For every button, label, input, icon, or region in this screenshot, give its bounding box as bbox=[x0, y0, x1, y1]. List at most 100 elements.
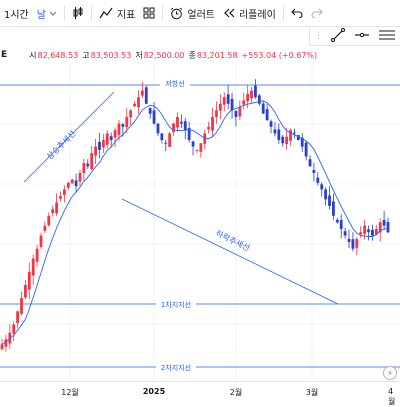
candle-body bbox=[59, 196, 62, 199]
candle-body bbox=[82, 163, 86, 173]
drag-handle-icon[interactable]: ⋮ bbox=[314, 31, 324, 41]
candle-body bbox=[47, 215, 51, 226]
separator bbox=[162, 5, 164, 21]
candle-body bbox=[261, 103, 265, 114]
candle-body bbox=[265, 109, 269, 121]
candle-body bbox=[125, 116, 129, 128]
candle-body bbox=[137, 97, 140, 108]
candle-body bbox=[242, 100, 246, 105]
candle-body bbox=[351, 239, 355, 249]
x-tick: 12월 bbox=[61, 388, 79, 397]
candle-body bbox=[332, 201, 335, 216]
candle-body bbox=[257, 95, 261, 104]
candle-body bbox=[183, 121, 187, 131]
layouts-button[interactable] bbox=[139, 0, 159, 26]
uptrend-line[interactable] bbox=[23, 91, 115, 183]
candle-body bbox=[238, 107, 242, 117]
candle-body bbox=[74, 180, 78, 187]
candle-body bbox=[254, 85, 257, 98]
candle-body bbox=[176, 116, 179, 128]
close-label: 종 bbox=[188, 50, 196, 60]
candle-body bbox=[211, 116, 214, 131]
close-value: 83,201.58 bbox=[196, 50, 238, 60]
separator bbox=[63, 5, 65, 21]
candles-icon bbox=[72, 6, 84, 20]
low-value: 82,500.00 bbox=[143, 50, 185, 60]
candle-body bbox=[117, 123, 121, 135]
candle-body bbox=[55, 202, 58, 214]
candle-body bbox=[66, 182, 70, 188]
separator bbox=[282, 5, 284, 21]
alarm-clock-icon bbox=[170, 7, 183, 20]
candle-body bbox=[35, 248, 39, 262]
candle-body bbox=[230, 98, 234, 111]
candle-body bbox=[164, 142, 168, 144]
indicators-button[interactable]: 지표 bbox=[95, 0, 139, 26]
candle-body bbox=[308, 159, 312, 167]
candle-body bbox=[31, 258, 35, 276]
candle-body bbox=[320, 184, 324, 190]
trend-line-icon[interactable] bbox=[331, 27, 346, 45]
candle-body bbox=[152, 110, 156, 124]
candle-body bbox=[109, 136, 113, 140]
candle-body bbox=[98, 141, 101, 150]
candle-body bbox=[289, 130, 292, 141]
candle-body bbox=[23, 284, 27, 298]
timeframe-label: 날 bbox=[36, 9, 46, 21]
candle-body bbox=[316, 177, 320, 183]
high-value: 83,503.53 bbox=[90, 50, 132, 60]
candle-body bbox=[144, 87, 148, 104]
chart-type-button[interactable] bbox=[68, 0, 88, 26]
candle-body bbox=[203, 133, 207, 144]
timeframe-button[interactable]: 날 bbox=[33, 0, 61, 26]
undo-button[interactable] bbox=[287, 0, 307, 26]
horizontal-line-icon[interactable] bbox=[354, 28, 370, 45]
candle-body bbox=[20, 298, 23, 314]
candle-body bbox=[277, 129, 281, 140]
redo-button[interactable] bbox=[307, 0, 327, 26]
candle-body bbox=[347, 238, 351, 243]
x-tick: 2월 bbox=[229, 388, 243, 397]
candle-body bbox=[12, 324, 16, 334]
interval-button[interactable]: 1시간 bbox=[0, 0, 33, 26]
candle-body bbox=[129, 110, 133, 118]
candle-body bbox=[51, 209, 55, 214]
candle-body bbox=[304, 142, 308, 157]
candle-body bbox=[222, 97, 226, 105]
change-value: +553.04 (+0.67%) bbox=[241, 50, 318, 60]
open-label: 시 bbox=[29, 50, 37, 60]
drawing-toolbar: ⋮ bbox=[309, 26, 400, 46]
candle-body bbox=[199, 143, 203, 152]
candle-body bbox=[187, 127, 191, 140]
candle-body bbox=[140, 90, 144, 96]
candle-body bbox=[195, 149, 199, 151]
indicators-label: 지표 bbox=[116, 9, 136, 21]
alert-button[interactable]: 얼러트 bbox=[166, 0, 219, 26]
candle-body bbox=[133, 103, 136, 107]
candle-body bbox=[269, 121, 273, 127]
candle-body bbox=[296, 135, 300, 140]
candle-body bbox=[168, 133, 172, 147]
candle-body bbox=[374, 228, 378, 235]
candle-body bbox=[172, 123, 175, 133]
candle-body bbox=[39, 235, 43, 248]
separator bbox=[90, 5, 92, 21]
candle-body bbox=[234, 110, 238, 117]
replay-label: 리플레이 bbox=[238, 9, 276, 21]
x-tick: 2025 bbox=[142, 387, 166, 396]
candle-body bbox=[101, 140, 105, 148]
candle-body bbox=[191, 141, 195, 147]
replay-button[interactable]: 리플레이 bbox=[219, 0, 280, 26]
price-chart[interactable]: 저항선 1차지지선 2차지지선 상승추세선 하락추세선 bbox=[0, 64, 400, 381]
x-tick: 3월 bbox=[305, 388, 319, 397]
candle-body bbox=[371, 229, 374, 236]
candle-body bbox=[62, 189, 66, 195]
channel-icon[interactable] bbox=[378, 28, 396, 45]
downtrend-line[interactable] bbox=[121, 198, 339, 305]
candle-body bbox=[156, 123, 160, 134]
candle-body bbox=[293, 132, 296, 134]
lightning-icon[interactable]: ⚡ bbox=[383, 366, 397, 380]
time-axis[interactable]: 12월 2025 2월 3월 4월 bbox=[0, 381, 400, 406]
redo-icon bbox=[311, 8, 323, 18]
candle-body bbox=[367, 229, 370, 233]
